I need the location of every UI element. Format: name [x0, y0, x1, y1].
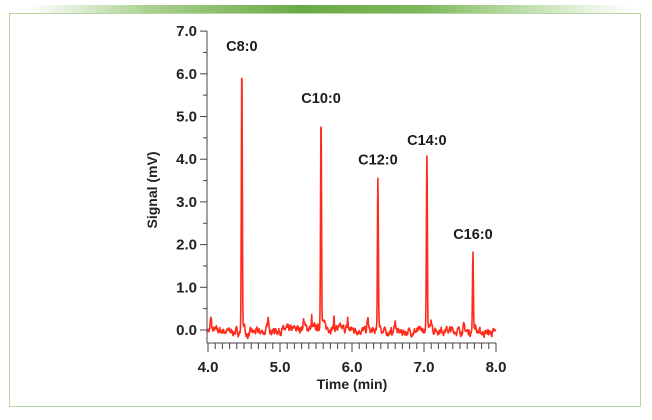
y-axis-label: Signal (mV)	[144, 151, 160, 228]
x-tick-label: 5.0	[270, 359, 291, 376]
y-tick-label: 2.0	[176, 237, 197, 254]
x-tick-label: 4.0	[198, 359, 219, 376]
y-tick-label: 7.0	[176, 23, 197, 40]
peak-label: C16:0	[453, 227, 493, 243]
x-tick-label: 8.0	[486, 359, 507, 376]
peak-label: C10:0	[301, 91, 341, 107]
peak-label: C14:0	[407, 133, 447, 149]
y-tick-label: 1.0	[176, 279, 197, 296]
y-tick-label: 4.0	[176, 151, 197, 168]
x-tick-label: 6.0	[342, 359, 363, 376]
header-gradient-bar	[30, 5, 630, 14]
x-axis-label: Time (min)	[317, 376, 388, 392]
y-tick-label: 3.0	[176, 194, 197, 211]
peak-label: C12:0	[358, 152, 398, 168]
y-tick-label: 0.0	[176, 322, 197, 339]
figure-frame	[9, 13, 641, 407]
x-tick-label: 7.0	[414, 359, 435, 376]
peak-label: C8:0	[226, 39, 257, 55]
y-tick-label: 6.0	[176, 66, 197, 83]
y-tick-label: 5.0	[176, 109, 197, 126]
signal-trace	[207, 77, 497, 340]
